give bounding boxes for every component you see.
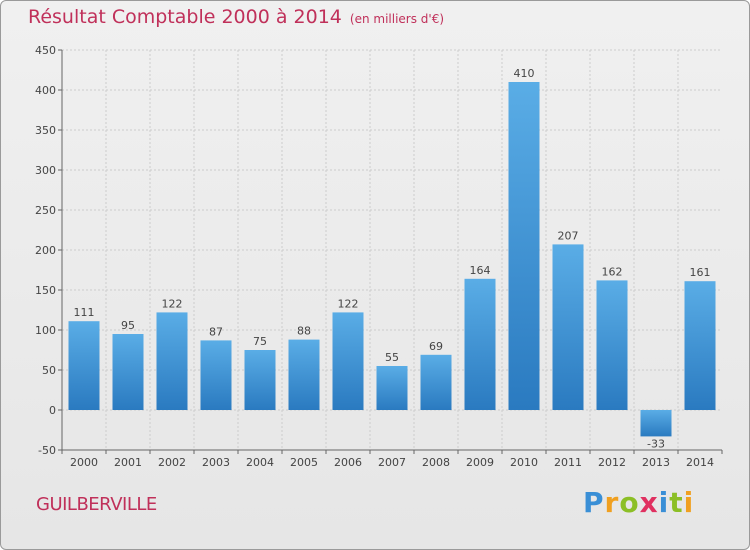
- bar: [464, 278, 496, 410]
- x-tick-label: 2000: [70, 456, 98, 469]
- proxiti-logo: Proxiti: [583, 486, 694, 519]
- y-tick-label: 400: [35, 84, 56, 97]
- data-label: 122: [162, 297, 183, 310]
- data-label: 122: [338, 297, 359, 310]
- logo-letter: o: [619, 486, 640, 519]
- bar: [596, 280, 628, 410]
- x-tick-label: 2003: [202, 456, 230, 469]
- x-tick-label: 2007: [378, 456, 406, 469]
- bar: [420, 354, 452, 410]
- logo-letter: x: [639, 486, 659, 519]
- bar: [112, 334, 144, 410]
- y-tick-label: 100: [35, 324, 56, 337]
- y-tick-label: 450: [35, 44, 56, 57]
- x-tick-label: 2013: [642, 456, 670, 469]
- data-label: 75: [253, 335, 267, 348]
- bar: [244, 350, 276, 410]
- bar: [68, 321, 100, 410]
- labels: -50 0 50 100 150 200 250 300 350 400 450 2000 111 200…: [35, 44, 714, 469]
- bar: [508, 82, 540, 410]
- y-tick-label: 0: [49, 404, 56, 417]
- x-tick-label: 2008: [422, 456, 450, 469]
- logo-letter: i: [658, 486, 670, 519]
- city-name: GUILBERVILLE: [36, 494, 157, 515]
- bar: [156, 312, 188, 410]
- logo-letter: i: [683, 486, 695, 519]
- chart-title: Résultat Comptable 2000 à 2014 (en millie…: [28, 6, 444, 28]
- bars: [68, 82, 716, 437]
- y-tick-label: -50: [38, 444, 56, 457]
- axes: [58, 49, 723, 454]
- data-label: 207: [558, 229, 579, 242]
- bar: [552, 244, 584, 410]
- data-label: 410: [514, 67, 535, 80]
- logo-letter: r: [604, 486, 620, 519]
- x-tick-label: 2005: [290, 456, 318, 469]
- data-label: 88: [297, 325, 311, 338]
- data-label: 95: [121, 319, 135, 332]
- y-tick-label: 200: [35, 244, 56, 257]
- x-tick-label: 2011: [554, 456, 582, 469]
- bar: [640, 410, 672, 437]
- data-label: 111: [74, 306, 95, 319]
- y-tick-label: 150: [35, 284, 56, 297]
- chart-subtitle: (en milliers d'€): [349, 12, 445, 26]
- x-tick-label: 2010: [510, 456, 538, 469]
- y-tick-label: 300: [35, 164, 56, 177]
- data-label: 164: [470, 264, 491, 277]
- bar: [376, 366, 408, 410]
- logo-letter: t: [669, 486, 684, 519]
- data-label: 162: [602, 265, 623, 278]
- x-tick-label: 2012: [598, 456, 626, 469]
- y-tick-label: 50: [42, 364, 56, 377]
- chart-title-text: Résultat Comptable 2000 à 2014: [28, 6, 342, 28]
- bar: [684, 281, 716, 410]
- data-label: -33: [647, 437, 665, 450]
- x-tick-label: 2014: [686, 456, 714, 469]
- data-label: 161: [690, 266, 711, 279]
- data-label: 87: [209, 325, 223, 338]
- bar: [288, 339, 320, 410]
- bar: [200, 340, 232, 410]
- x-tick-label: 2001: [114, 456, 142, 469]
- logo-letter: P: [583, 486, 605, 519]
- bar: [332, 312, 364, 410]
- x-tick-label: 2009: [466, 456, 494, 469]
- x-tick-label: 2002: [158, 456, 186, 469]
- y-tick-label: 250: [35, 204, 56, 217]
- y-tick-label: 350: [35, 124, 56, 137]
- x-tick-label: 2004: [246, 456, 274, 469]
- x-tick-label: 2006: [334, 456, 362, 469]
- data-label: 55: [385, 351, 399, 364]
- data-label: 69: [429, 340, 443, 353]
